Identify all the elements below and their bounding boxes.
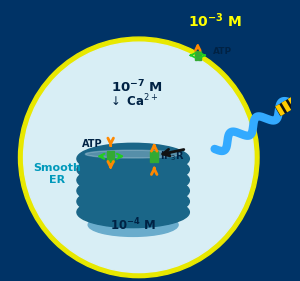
FancyBboxPatch shape bbox=[150, 151, 154, 162]
FancyBboxPatch shape bbox=[107, 151, 110, 162]
Text: $\mathbf{10^{-7}}$ M: $\mathbf{10^{-7}}$ M bbox=[112, 79, 163, 96]
Ellipse shape bbox=[77, 154, 189, 185]
Ellipse shape bbox=[88, 213, 178, 236]
Text: IP$_3$R: IP$_3$R bbox=[160, 149, 185, 163]
Ellipse shape bbox=[77, 186, 189, 217]
Ellipse shape bbox=[77, 143, 189, 174]
Text: ATP: ATP bbox=[213, 47, 232, 56]
Ellipse shape bbox=[85, 204, 181, 211]
Circle shape bbox=[24, 42, 254, 273]
Ellipse shape bbox=[85, 193, 181, 201]
Ellipse shape bbox=[85, 150, 181, 158]
Ellipse shape bbox=[77, 165, 189, 196]
FancyBboxPatch shape bbox=[154, 151, 158, 162]
Ellipse shape bbox=[77, 175, 189, 206]
Ellipse shape bbox=[85, 172, 181, 179]
FancyBboxPatch shape bbox=[111, 151, 115, 162]
Ellipse shape bbox=[85, 182, 181, 190]
Ellipse shape bbox=[77, 197, 189, 228]
Text: Smooth
ER: Smooth ER bbox=[33, 163, 81, 185]
Text: $\mathbf{10^{-4}}$ M: $\mathbf{10^{-4}}$ M bbox=[110, 216, 156, 233]
Text: $\mathbf{10^{-3}}$ M: $\mathbf{10^{-3}}$ M bbox=[188, 12, 242, 30]
Text: ATP: ATP bbox=[82, 139, 103, 149]
Ellipse shape bbox=[85, 161, 181, 169]
Text: $\downarrow$ Ca$^{2+}$: $\downarrow$ Ca$^{2+}$ bbox=[108, 93, 158, 110]
FancyBboxPatch shape bbox=[198, 51, 201, 60]
Circle shape bbox=[19, 37, 259, 278]
FancyBboxPatch shape bbox=[194, 51, 197, 60]
